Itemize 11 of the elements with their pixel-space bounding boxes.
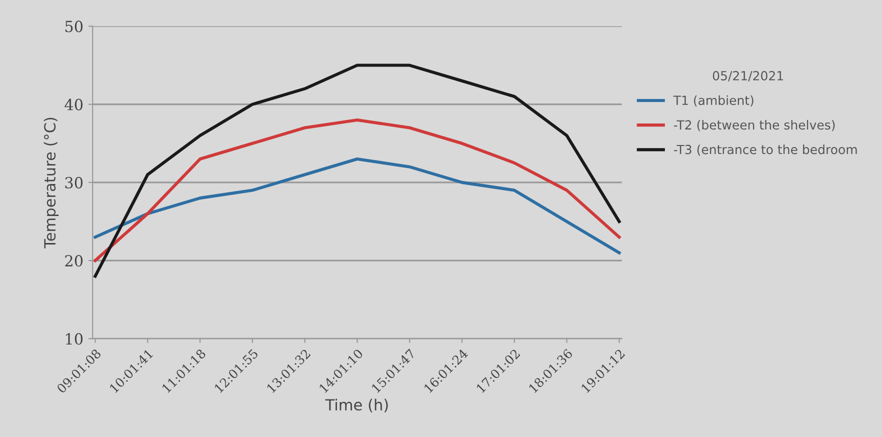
legend-title: 05/21/2021 [712, 70, 783, 82]
y-axis-title: Temperature (°C) [44, 118, 59, 248]
y-tick-label: 30 [65, 176, 83, 188]
legend-label: T1 (ambient) [673, 95, 754, 107]
y-tick-label: 10 [66, 333, 83, 345]
y-tick-label: 40 [64, 98, 83, 110]
x-axis-title: Time (h) [325, 398, 388, 412]
legend-label: -T2 (between the shelves) [674, 120, 835, 132]
y-tick-label: 20 [65, 255, 83, 267]
legend-label: -T3 (entrance to the bedroom [674, 144, 857, 156]
y-tick-label: 50 [65, 20, 83, 32]
